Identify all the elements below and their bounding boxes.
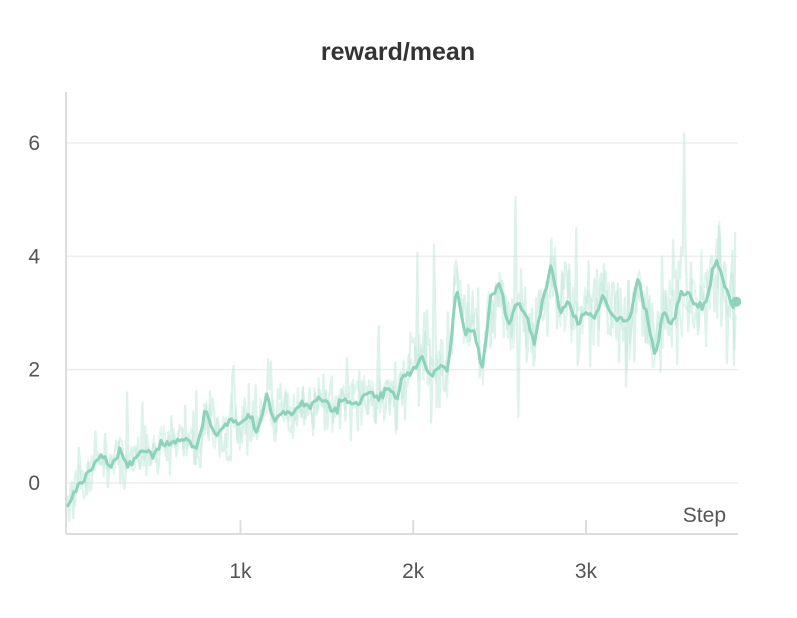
series-point-66 xyxy=(637,278,639,280)
series-point-1 xyxy=(75,487,77,489)
series-point-54 xyxy=(533,340,535,342)
series-point-53 xyxy=(524,312,526,314)
series-point-35 xyxy=(369,391,371,393)
series-point-60 xyxy=(585,312,587,314)
series-point-7 xyxy=(127,465,129,467)
y-tick-label-3: 6 xyxy=(28,132,40,155)
y-tick-label-0: 0 xyxy=(28,472,40,495)
series-point-22 xyxy=(257,431,259,433)
series-point-28 xyxy=(308,408,310,410)
series-point-34 xyxy=(360,397,362,399)
series-point-37 xyxy=(386,385,388,387)
series-point-69 xyxy=(663,312,665,314)
series-point-50 xyxy=(498,283,500,285)
series-point-36 xyxy=(377,397,379,399)
series-point-70 xyxy=(671,323,673,325)
series-point-71 xyxy=(680,289,682,291)
series-point-65 xyxy=(628,323,630,325)
series-point-32 xyxy=(343,397,345,399)
series-point-77 xyxy=(732,306,734,308)
series-point-78 xyxy=(731,296,742,307)
y-tick-label-1: 2 xyxy=(28,359,40,382)
series-point-33 xyxy=(352,402,354,404)
x-tick-label-0: 1k xyxy=(229,560,252,583)
series-point-10 xyxy=(153,453,155,455)
series-point-19 xyxy=(231,419,233,421)
chart-title: reward/mean xyxy=(321,38,475,66)
series-point-48 xyxy=(481,368,483,370)
series-point-18 xyxy=(222,425,224,427)
series-point-0 xyxy=(67,504,69,506)
series-point-63 xyxy=(611,312,613,314)
series-point-13 xyxy=(179,436,181,438)
series-point-2 xyxy=(84,476,86,478)
series-point-57 xyxy=(559,312,561,314)
series-point-11 xyxy=(162,442,164,444)
series-point-46 xyxy=(464,334,466,336)
series-point-41 xyxy=(421,357,423,359)
series-point-21 xyxy=(248,414,250,416)
series-point-39 xyxy=(403,374,405,376)
series-point-25 xyxy=(282,408,284,410)
raw-signal-line-secondary xyxy=(67,220,737,508)
series-point-16 xyxy=(205,408,207,410)
x-axis-label: Step xyxy=(683,504,726,527)
series-point-73 xyxy=(697,306,699,308)
series-point-14 xyxy=(187,439,189,441)
series-point-52 xyxy=(516,300,518,302)
series-point-6 xyxy=(118,451,120,453)
tick-label-layer: 0 2 4 6 1k 2k 3k xyxy=(28,132,597,583)
series-point-67 xyxy=(645,312,647,314)
series-point-51 xyxy=(507,323,509,325)
series-point-45 xyxy=(455,283,457,285)
series-point-9 xyxy=(144,448,146,450)
series-point-40 xyxy=(412,368,414,370)
raw-signal-line xyxy=(66,132,737,523)
series-point-55 xyxy=(542,300,544,302)
series-point-4 xyxy=(101,453,103,455)
series-point-26 xyxy=(291,414,293,416)
series-point-61 xyxy=(593,317,595,319)
series-point-75 xyxy=(714,255,716,257)
series-point-29 xyxy=(317,397,319,399)
series-point-17 xyxy=(213,436,215,438)
series-point-30 xyxy=(326,402,328,404)
series-point-68 xyxy=(654,357,656,359)
axis-layer xyxy=(65,92,738,535)
y-tick-label-2: 4 xyxy=(28,245,40,268)
series-point-59 xyxy=(576,323,578,325)
x-tick-label-1: 2k xyxy=(402,560,425,583)
series-point-42 xyxy=(429,374,431,376)
series-point-23 xyxy=(265,397,267,399)
series-point-3 xyxy=(92,465,94,467)
series-point-31 xyxy=(334,408,336,410)
series-point-27 xyxy=(300,402,302,404)
series-point-64 xyxy=(619,317,621,319)
series-point-5 xyxy=(110,465,112,467)
series-point-47 xyxy=(472,329,474,331)
x-tick-label-2: 3k xyxy=(575,560,598,583)
series-point-38 xyxy=(395,397,397,399)
raw-signal-layer xyxy=(66,132,737,523)
series-point-56 xyxy=(550,261,552,263)
series-point-76 xyxy=(723,283,725,285)
series-layer xyxy=(66,255,742,508)
series-point-15 xyxy=(196,448,198,450)
series-point-24 xyxy=(274,419,276,421)
series-point-62 xyxy=(602,295,604,297)
series-point-74 xyxy=(706,300,708,302)
series-point-20 xyxy=(239,425,241,427)
series-point-8 xyxy=(136,456,138,458)
series-point-58 xyxy=(568,300,570,302)
series-point-12 xyxy=(170,445,172,447)
series-point-49 xyxy=(490,295,492,297)
series-point-72 xyxy=(688,295,690,297)
series-point-44 xyxy=(447,368,449,370)
series-point-43 xyxy=(438,363,440,365)
series-line xyxy=(66,259,738,508)
